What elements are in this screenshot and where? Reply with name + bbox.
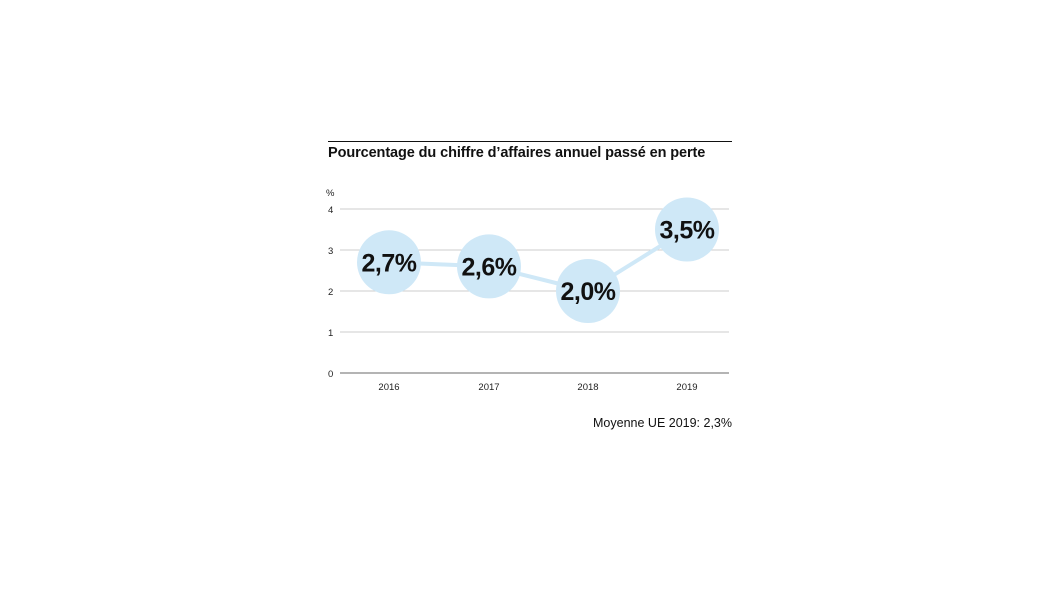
eu-average-note: Moyenne UE 2019: 2,3% [593, 416, 732, 430]
y-tick-label: 2 [328, 287, 333, 298]
series-line [388, 227, 689, 293]
y-axis-unit-label: % [326, 188, 335, 199]
x-axis-ticks: 2016 2017 2018 2019 [378, 382, 697, 393]
y-tick-label: 1 [328, 328, 333, 339]
data-point [357, 230, 421, 295]
data-point [457, 234, 521, 299]
data-bubbles [357, 197, 719, 323]
x-tick-label: 2019 [676, 382, 697, 393]
y-tick-label: 4 [328, 205, 333, 216]
x-tick-label: 2017 [478, 382, 499, 393]
data-labels: 2,7% 2,6% 2,0% 3,5% [362, 217, 716, 307]
chart-title: Pourcentage du chiffre d’affaires annuel… [328, 145, 706, 161]
data-label: 2,6% [462, 253, 517, 281]
y-tick-label: 0 [328, 369, 333, 380]
title-rule [328, 141, 732, 142]
x-tick-label: 2016 [378, 382, 399, 393]
y-tick-label: 3 [328, 246, 333, 257]
x-tick-label: 2018 [577, 382, 598, 393]
data-label: 2,0% [561, 278, 616, 306]
data-point [655, 197, 719, 262]
data-label: 3,5% [660, 217, 715, 245]
data-point [556, 259, 620, 323]
y-axis-ticks: 0 1 2 3 4 [328, 205, 333, 380]
series-line-path [388, 227, 689, 293]
data-label: 2,7% [362, 249, 417, 277]
